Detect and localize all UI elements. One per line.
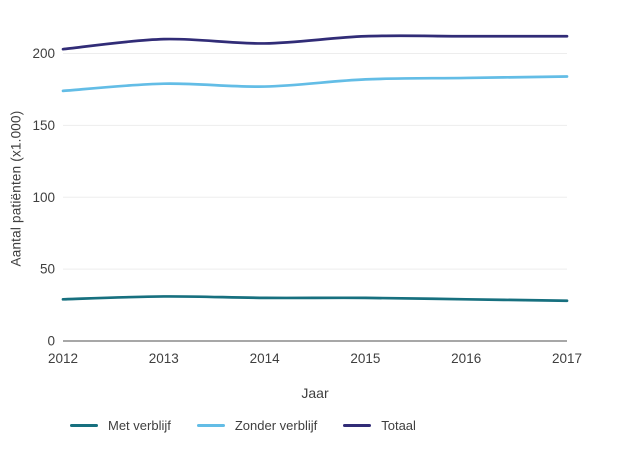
y-axis-title: Aantal patiënten (x1.000) — [8, 110, 24, 267]
series-line-totaal — [61, 34, 569, 51]
x-tick-label: 2016 — [451, 351, 481, 366]
y-tick-label: 150 — [32, 118, 55, 133]
legend-label-zonder-verblijf: Zonder verblijf — [234, 418, 318, 433]
x-tick-label: 2014 — [250, 351, 281, 366]
legend: Met verblijf Zonder verblijf Totaal — [70, 418, 416, 433]
x-tick-label: 2013 — [149, 351, 179, 366]
y-tick-label: 50 — [40, 262, 55, 277]
x-tick-label: 2012 — [48, 351, 78, 366]
y-tick-label: 100 — [32, 190, 55, 205]
y-tick-label: 200 — [32, 46, 55, 61]
y-tick-label: 0 — [47, 334, 55, 349]
x-axis-title: Jaar — [301, 385, 329, 401]
x-tick-label: 2017 — [552, 351, 582, 366]
legend-item-totaal: Totaal — [343, 418, 416, 433]
legend-label-totaal: Totaal — [381, 418, 416, 433]
line-chart: 0 50 100 150 200 2012 2013 2014 2015 2016 2017 — [32, 34, 582, 366]
series-line-met-verblijf — [61, 295, 569, 303]
legend-item-met-verblijf: Met verblijf — [70, 418, 171, 433]
legend-label-met-verblijf: Met verblijf — [108, 418, 171, 433]
legend-item-zonder-verblijf: Zonder verblijf — [196, 418, 318, 433]
legend-swatch-totaal — [343, 424, 372, 427]
series-line-zonder-verblijf — [61, 75, 569, 93]
x-tick-label: 2015 — [350, 351, 380, 366]
legend-swatch-zonder-verblijf — [196, 424, 225, 427]
legend-swatch-met-verblijf — [70, 424, 98, 427]
